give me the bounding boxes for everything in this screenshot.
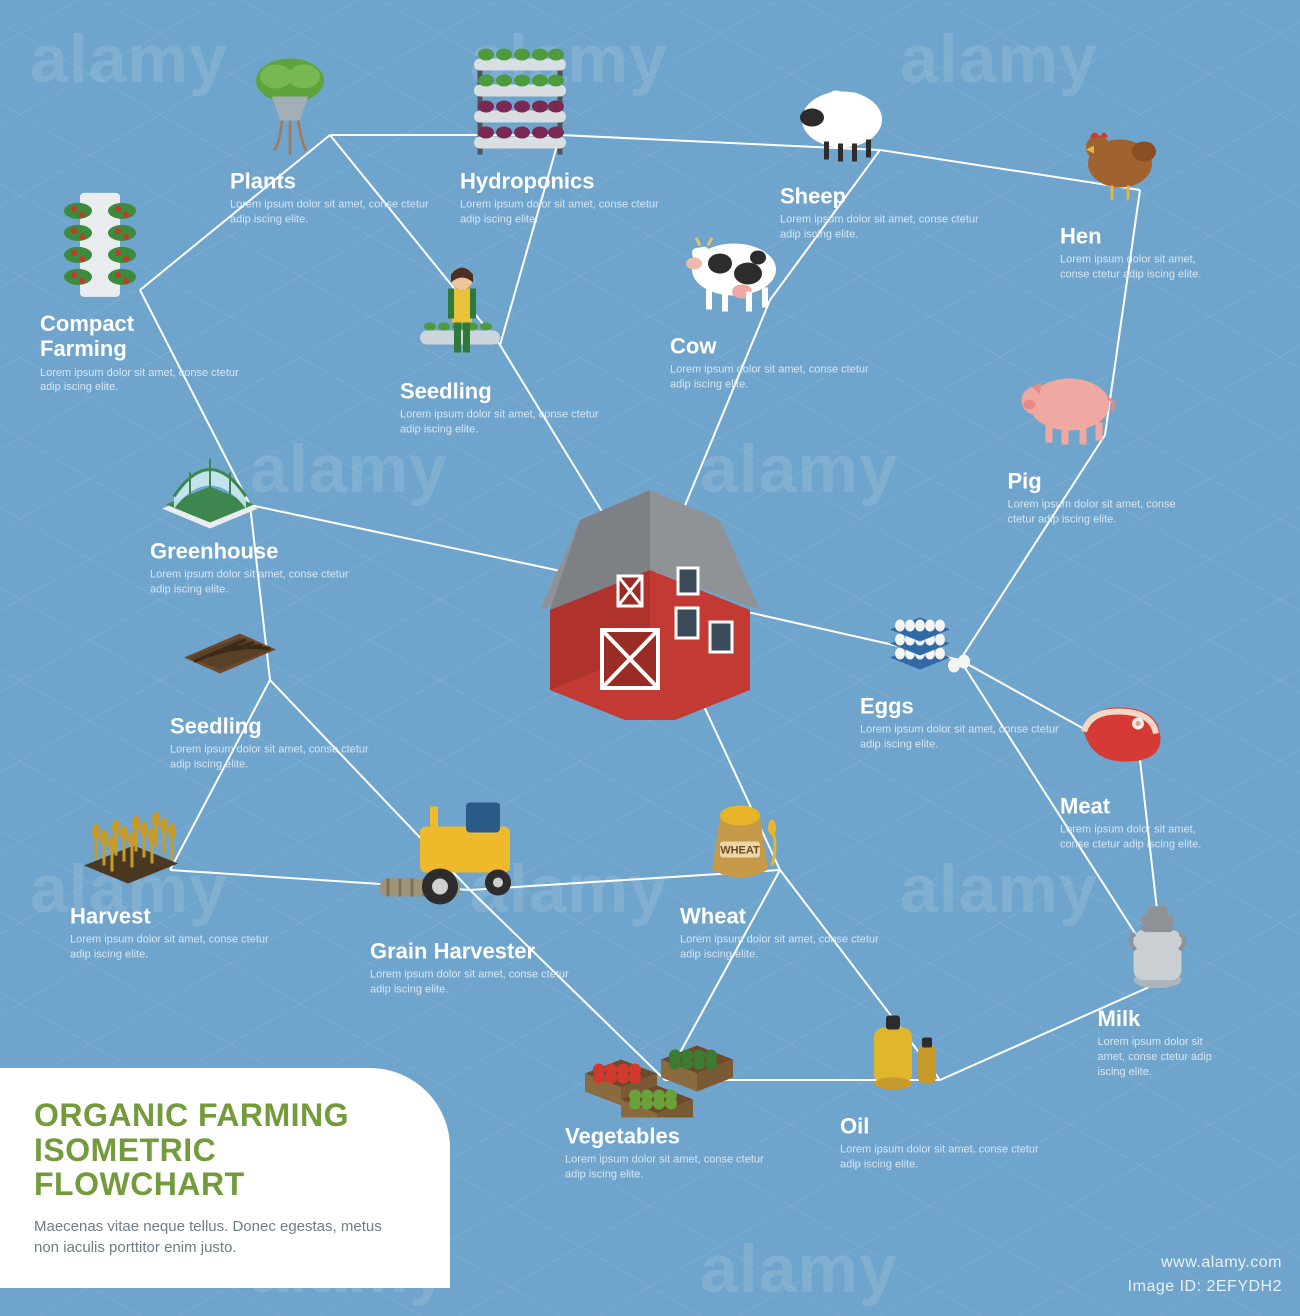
svg-text:WHEAT: WHEAT	[720, 845, 760, 857]
node-description: Lorem ipsum dolor sit amet, conse ctetur…	[40, 365, 240, 395]
node-title: Meat	[1060, 794, 1220, 819]
node-description: Lorem ipsum dolor sit amet, conse ctetur…	[370, 968, 570, 998]
node-title: Plants	[230, 169, 430, 194]
title-panel: ORGANIC FARMING ISOMETRIC FLOWCHART Maec…	[0, 1068, 450, 1288]
node-title: CompactFarming	[40, 311, 240, 362]
barn-icon	[510, 460, 790, 720]
node-description: Lorem ipsum dolor sit amet, conse ctetur…	[70, 933, 270, 963]
node-description: Lorem ipsum dolor sit amet, conse ctetur…	[170, 743, 370, 773]
node-title: Milk	[1098, 1006, 1233, 1031]
egg-trays-icon	[860, 568, 980, 688]
veg-crates-icon	[565, 978, 755, 1118]
node-greenhouse: GreenhouseLorem ipsum dolor sit amet, co…	[150, 413, 350, 598]
node-description: Lorem ipsum dolor sit amet, conse ctetur…	[1060, 253, 1220, 283]
node-description: Lorem ipsum dolor sit amet, conse ctetur…	[460, 198, 660, 228]
node-cow: Cow Lorem ipsum dolor sit amet, conse cte…	[670, 208, 870, 393]
wheat-field-icon	[70, 778, 190, 898]
node-description: Lorem ipsum dolor sit amet, conse ctetur…	[230, 198, 430, 228]
node-title: Eggs	[860, 694, 1060, 719]
milk-can-icon	[1098, 880, 1218, 1000]
node-title: Harvest	[70, 904, 270, 929]
node-description: Lorem ipsum dolor sit amet, conse ctetur…	[1008, 498, 1203, 528]
greenhouse-icon	[150, 413, 270, 533]
node-title: Oil	[840, 1114, 1040, 1139]
watermark-site: www.alamy.com	[1161, 1254, 1282, 1272]
node-description: Lorem ipsum dolor sit amet, conse ctetur…	[400, 408, 600, 438]
node-wheat: WHEAT Wheat Lorem ipsum dolor sit amet, c…	[680, 778, 880, 963]
node-title: Hydroponics	[460, 169, 660, 194]
node-title: Grain Harvester	[370, 939, 570, 964]
node-title: Vegetables	[565, 1124, 765, 1149]
node-compact-farming: CompactFarmingLorem ipsum dolor sit amet…	[40, 185, 240, 395]
node-seedling-top: Seedling Lorem ipsum dolor sit amet, cons…	[400, 253, 600, 438]
node-description: Lorem ipsum dolor sit amet, conse ctetur…	[1060, 823, 1220, 853]
node-title: Seedling	[400, 379, 600, 404]
node-meat: Meat Lorem ipsum dolor sit amet, conse ct…	[1060, 668, 1220, 853]
hydroponics-rack-icon	[460, 43, 580, 163]
node-description: Lorem ipsum dolor sit amet, conse ctetur…	[565, 1153, 765, 1183]
wheat-sack-icon: WHEAT	[680, 778, 800, 898]
node-grain-harvester: Grain Harvester Lorem ipsum dolor sit ame…	[370, 783, 570, 998]
node-milk: Milk Lorem ipsum dolor sit amet, conse ct…	[1098, 880, 1233, 1080]
image-id-label: Image ID: 2EFYDH2	[1128, 1278, 1282, 1296]
node-harvest: Harvest Lorem ipsum dolor sit amet, conse…	[70, 778, 270, 963]
node-eggs: Eggs Lorem ipsum dolor sit amet, conse ct…	[860, 568, 1060, 753]
node-seedling-bed: Seedling Lorem ipsum dolor sit amet, cons…	[170, 588, 370, 773]
node-title: Hen	[1060, 224, 1220, 249]
infographic-canvas: alamy alamy alamy alamy alamy alamy alam…	[0, 0, 1300, 1316]
node-hen: Hen Lorem ipsum dolor sit amet, conse cte…	[1060, 98, 1220, 283]
node-title: Wheat	[680, 904, 880, 929]
node-description: Lorem ipsum dolor sit amet, conse ctetur…	[1098, 1035, 1233, 1080]
node-barn	[510, 460, 790, 720]
node-title: Cow	[670, 334, 870, 359]
pig-icon	[1008, 343, 1128, 463]
node-title: Pig	[1008, 469, 1203, 494]
node-title: Seedling	[170, 714, 370, 739]
lettuce-pot-icon	[230, 43, 350, 163]
node-hydroponics: Hydroponics Lorem ipsum dolor sit amet, c…	[460, 43, 660, 228]
node-description: Lorem ipsum dolor sit amet, conse ctetur…	[840, 1143, 1040, 1173]
node-description: Lorem ipsum dolor sit amet, conse ctetur…	[680, 933, 880, 963]
node-oil: Oil Lorem ipsum dolor sit amet, conse cte…	[840, 988, 1040, 1173]
heading-line-2: ISOMETRIC FLOWCHART	[34, 1132, 245, 1203]
node-vegetables: Vegetables Lorem ipsum dolor sit amet, co…	[565, 978, 765, 1183]
node-plants: Plants Lorem ipsum dolor sit amet, conse …	[230, 43, 430, 228]
oil-bottles-icon	[840, 988, 960, 1108]
node-description: Lorem ipsum dolor sit amet, conse ctetur…	[670, 363, 870, 393]
node-title: Greenhouse	[150, 539, 350, 564]
infographic-heading: ORGANIC FARMING ISOMETRIC FLOWCHART	[34, 1098, 410, 1202]
seedbed-icon	[170, 588, 290, 708]
cow-icon	[670, 208, 790, 328]
vertical-farm-icon	[40, 185, 160, 305]
heading-line-1: ORGANIC FARMING	[34, 1097, 349, 1133]
hen-icon	[1060, 98, 1180, 218]
infographic-subtext: Maecenas vitae neque tellus. Donec egest…	[34, 1216, 410, 1258]
node-title: Sheep	[780, 184, 980, 209]
node-pig: Pig Lorem ipsum dolor sit amet, conse cte…	[1008, 343, 1203, 528]
farmer-seedling-icon	[400, 253, 520, 373]
steak-icon	[1060, 668, 1180, 788]
node-description: Lorem ipsum dolor sit amet, conse ctetur…	[860, 723, 1060, 753]
sheep-icon	[780, 58, 900, 178]
harvester-icon	[370, 783, 550, 933]
